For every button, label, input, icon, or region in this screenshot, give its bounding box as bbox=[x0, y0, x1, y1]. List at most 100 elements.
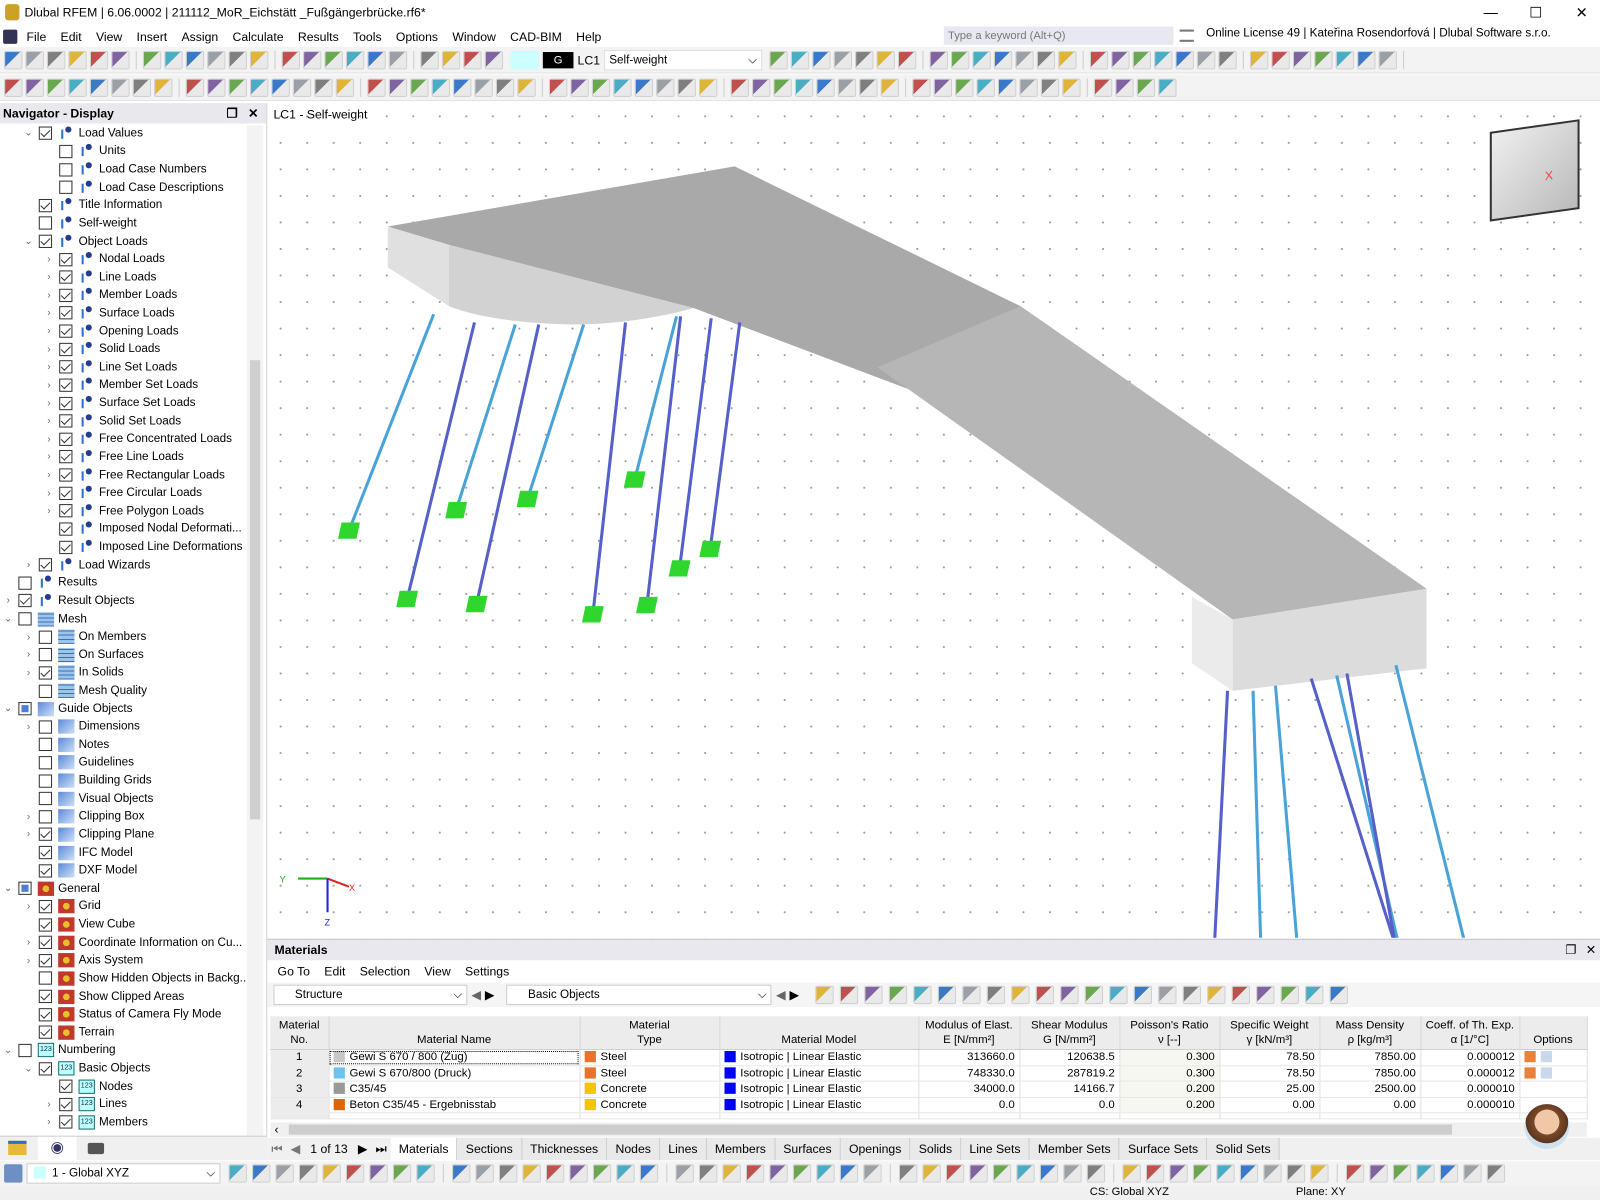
checkbox[interactable] bbox=[18, 576, 32, 590]
toolbar-tool-icon[interactable] bbox=[298, 1164, 318, 1183]
menu-file[interactable]: File bbox=[26, 29, 47, 44]
toolbar-tool-icon[interactable] bbox=[271, 78, 290, 97]
tree-item-self-weight[interactable]: Self-weight bbox=[22, 214, 137, 232]
toolbar-tool-icon[interactable] bbox=[769, 50, 788, 69]
tree-item-ifc-model[interactable]: IFC Model bbox=[22, 844, 133, 862]
tree-item-free-line-loads[interactable]: › Free Line Loads bbox=[43, 448, 184, 466]
checkbox[interactable] bbox=[38, 1007, 53, 1022]
menu-help[interactable]: Help bbox=[576, 29, 602, 44]
toolbar-tool-icon[interactable] bbox=[46, 50, 66, 69]
toolbar-tool-icon[interactable] bbox=[498, 1164, 518, 1183]
close-icon[interactable]: ✕ bbox=[247, 106, 259, 121]
tab-openings[interactable]: Openings bbox=[840, 1137, 911, 1161]
toolbar-tool-icon[interactable] bbox=[46, 78, 66, 97]
tree-item-load-case-descriptions[interactable]: Load Case Descriptions bbox=[43, 178, 224, 196]
toolbar-tool-icon[interactable] bbox=[837, 78, 857, 97]
tree-item-show-clipped-areas[interactable]: Show Clipped Areas bbox=[22, 987, 184, 1005]
toolbar-tool-icon[interactable] bbox=[1154, 50, 1173, 69]
checkbox[interactable] bbox=[59, 468, 73, 482]
tree-item-imposed-nodal-deformati[interactable]: Imposed Nodal Deformati... bbox=[43, 520, 242, 538]
column-header[interactable]: Modulus of Elast. E [N/mm²] bbox=[918, 1016, 1020, 1050]
chevron-right-icon[interactable]: › bbox=[47, 379, 51, 391]
tree-item-result-objects[interactable]: › Result Objects bbox=[2, 592, 134, 610]
column-header[interactable]: Mass Density ρ [kg/m³] bbox=[1319, 1016, 1421, 1050]
toolbar-tool-icon[interactable] bbox=[545, 1164, 565, 1183]
toolbar-tool-icon[interactable] bbox=[839, 985, 859, 1005]
chevron-down-icon[interactable]: ⌄ bbox=[24, 235, 33, 247]
toolbar-tool-icon[interactable] bbox=[1133, 985, 1152, 1005]
column-header[interactable]: Material Name bbox=[328, 1016, 581, 1050]
toolbar-tool-icon[interactable] bbox=[730, 78, 749, 97]
tree-item-line-set-loads[interactable]: › Line Set Loads bbox=[43, 358, 177, 376]
material-G-cell[interactable]: 14166.7 bbox=[1019, 1081, 1120, 1098]
panel-menu-settings[interactable]: Settings bbox=[464, 964, 510, 979]
material-E-cell[interactable]: 0.0 bbox=[918, 1096, 1020, 1114]
toolbar-tool-icon[interactable] bbox=[1335, 50, 1355, 69]
tree-item-member-set-loads[interactable]: › Member Set Loads bbox=[43, 376, 198, 394]
material-G-cell[interactable]: 287819.2 bbox=[1019, 1065, 1120, 1082]
toolbar-tool-icon[interactable] bbox=[876, 50, 895, 69]
toolbar-tool-icon[interactable] bbox=[185, 50, 205, 69]
tree-item-general[interactable]: ⌄ General bbox=[2, 880, 100, 898]
toolbar-tool-icon[interactable] bbox=[1329, 985, 1348, 1005]
checkbox[interactable] bbox=[38, 720, 53, 734]
toolbar-tool-icon[interactable] bbox=[1256, 985, 1275, 1005]
toolbar-tool-icon[interactable] bbox=[888, 985, 908, 1005]
checkbox[interactable] bbox=[38, 828, 53, 842]
tree-item-in-solids[interactable]: › In Solids bbox=[22, 664, 124, 682]
tree-item-title-information[interactable]: Title Information bbox=[22, 196, 162, 214]
chevron-down-icon[interactable]: ⌄ bbox=[3, 613, 13, 625]
toolbar-tool-icon[interactable] bbox=[1392, 1164, 1412, 1183]
chevron-right-icon[interactable]: › bbox=[47, 415, 51, 427]
table-horizontal-scrollbar[interactable]: ‹ bbox=[270, 1122, 1587, 1137]
checkbox[interactable] bbox=[38, 1061, 53, 1076]
tree-item-view-cube[interactable]: View Cube bbox=[22, 916, 135, 934]
column-header[interactable]: Coeff. of Th. Exp. α [1/°C] bbox=[1420, 1016, 1520, 1050]
toolbar-tool-icon[interactable] bbox=[1084, 985, 1103, 1005]
chevron-right-icon[interactable]: › bbox=[47, 451, 51, 463]
toolbar-tool-icon[interactable] bbox=[773, 78, 792, 97]
tree-item-dxf-model[interactable]: DXF Model bbox=[22, 862, 137, 880]
checkbox[interactable] bbox=[38, 899, 53, 914]
tree-item-load-case-numbers[interactable]: Load Case Numbers bbox=[43, 160, 207, 178]
toolbar-tool-icon[interactable] bbox=[185, 78, 205, 97]
toolbar-tool-icon[interactable] bbox=[275, 1164, 294, 1183]
tree-item-opening-loads[interactable]: › Opening Loads bbox=[43, 322, 179, 340]
checkbox[interactable] bbox=[59, 504, 73, 518]
tab-solids[interactable]: Solids bbox=[910, 1137, 962, 1161]
checkbox[interactable] bbox=[38, 234, 53, 248]
toolbar-tool-icon[interactable] bbox=[986, 985, 1006, 1005]
tree-item-free-rectangular-loads[interactable]: › Free Rectangular Loads bbox=[43, 466, 225, 484]
toolbar-tool-icon[interactable] bbox=[314, 78, 333, 97]
chevron-down-icon[interactable]: ⌄ bbox=[3, 882, 13, 895]
chevron-right-icon[interactable]: › bbox=[47, 1116, 51, 1128]
toolbar-tool-icon[interactable] bbox=[1314, 50, 1333, 69]
tab-materials[interactable]: Materials bbox=[390, 1137, 458, 1161]
tree-item-numbering[interactable]: ⌄ 123 Numbering bbox=[2, 1041, 116, 1059]
checkbox[interactable] bbox=[38, 1025, 53, 1040]
checkbox[interactable] bbox=[59, 180, 73, 195]
toolbar-tool-icon[interactable] bbox=[522, 1164, 541, 1183]
coordinate-system-combo[interactable]: 1 - Global XYZ ⌵ bbox=[26, 1163, 221, 1184]
toolbar-tool-icon[interactable] bbox=[1239, 1164, 1259, 1183]
toolbar-tool-icon[interactable] bbox=[698, 78, 718, 97]
data-tab-icon[interactable] bbox=[8, 1140, 27, 1156]
material-gamma-cell[interactable]: 78.50 bbox=[1219, 1049, 1320, 1066]
close-icon[interactable]: ✕ bbox=[1585, 942, 1596, 958]
views-tab-camera-icon[interactable] bbox=[87, 1142, 105, 1155]
toolbar-tool-icon[interactable] bbox=[639, 1164, 659, 1183]
checkbox[interactable] bbox=[59, 486, 73, 500]
table-row[interactable]: 1 Gewi S 670 / 800 (Zug) Steel Isotropic | … bbox=[270, 1049, 1588, 1066]
checkbox[interactable] bbox=[38, 666, 53, 680]
percent-icon[interactable] bbox=[1523, 1051, 1536, 1063]
chevron-right-icon[interactable]: › bbox=[47, 505, 51, 517]
material-gamma-cell[interactable]: 25.00 bbox=[1219, 1081, 1320, 1098]
tree-item-guidelines[interactable]: Guidelines bbox=[22, 754, 134, 772]
material-nu-cell[interactable]: 0.300 bbox=[1119, 1065, 1220, 1082]
toolbar-tool-icon[interactable] bbox=[367, 50, 386, 69]
bridge-model[interactable] bbox=[267, 103, 1600, 938]
chevron-down-icon[interactable]: ⌄ bbox=[3, 703, 13, 715]
tree-item-clipping-plane[interactable]: › Clipping Plane bbox=[22, 826, 154, 844]
toolbar-tool-icon[interactable] bbox=[292, 78, 312, 97]
toolbar-tool-icon[interactable] bbox=[1015, 50, 1034, 69]
